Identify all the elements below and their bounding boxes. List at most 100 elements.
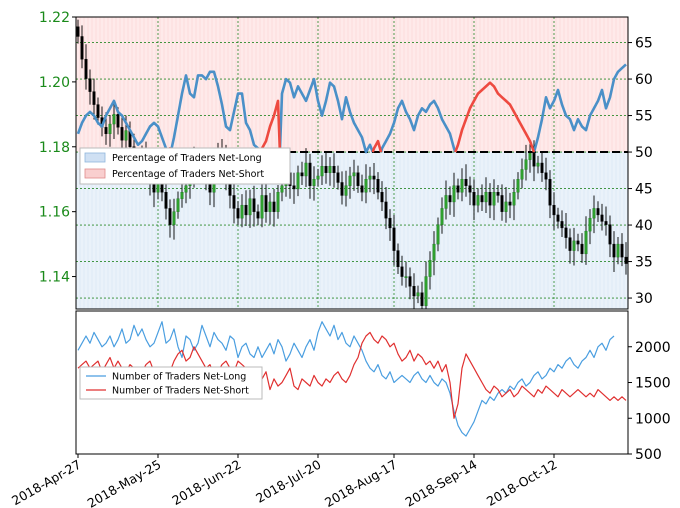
candle-body — [356, 172, 360, 186]
candle-body — [80, 36, 84, 60]
candle-body — [260, 195, 264, 219]
count-tick-label: 2000 — [635, 340, 671, 356]
date-tick-label: 2018-Sep-14 — [402, 457, 479, 508]
candle-body — [184, 185, 188, 193]
price-tick-label: 1.18 — [39, 140, 70, 156]
candle-body — [300, 172, 304, 177]
candle-body — [84, 58, 88, 79]
candle-body — [320, 166, 324, 177]
candle-body — [580, 243, 584, 255]
candle-body — [500, 195, 504, 212]
price-tick-label: 1.14 — [39, 270, 70, 286]
candle-body — [324, 166, 328, 173]
candle-body — [612, 243, 616, 258]
candle-body — [532, 153, 536, 167]
net-long-percentage-line — [379, 99, 457, 153]
percentage-tick-label: 60 — [635, 72, 653, 88]
net-short-percentage-line — [454, 81, 536, 153]
candle-body — [416, 292, 420, 297]
candle-body — [544, 172, 548, 180]
candle-body — [116, 114, 120, 128]
candle-body — [268, 201, 272, 212]
top-legend: Percentage of Traders Net-Long Percentag… — [79, 147, 291, 185]
candle-body — [340, 182, 344, 196]
candle-body — [380, 191, 384, 203]
candle-body — [164, 191, 168, 209]
price-tick-label: 1.20 — [39, 75, 70, 91]
candle-body — [248, 198, 252, 216]
candle-body — [448, 195, 452, 203]
candle-body — [444, 195, 448, 209]
candle-body — [472, 191, 476, 206]
date-tick-label: 2018-Oct-12 — [484, 457, 560, 508]
legend-swatch-net-short — [84, 168, 106, 179]
candle-body — [536, 162, 540, 167]
candle-body — [420, 292, 424, 306]
candle-body — [496, 191, 500, 196]
candle-body — [488, 191, 492, 206]
candle-body — [264, 195, 268, 212]
candle-body — [176, 198, 180, 212]
candle-body — [252, 198, 256, 212]
candle-body — [368, 175, 372, 180]
candle-body — [388, 217, 392, 229]
candle-body — [96, 104, 100, 118]
percentage-tick-label: 50 — [635, 145, 653, 161]
candle-body — [552, 204, 556, 216]
candle-body — [476, 195, 480, 206]
percentage-tick-label: 35 — [635, 255, 653, 271]
candle-body — [568, 237, 572, 251]
candle-body — [516, 179, 520, 193]
candle-body — [524, 159, 528, 170]
percentage-tick-label: 65 — [635, 36, 653, 52]
candle-body — [332, 166, 336, 173]
candle-body — [624, 256, 628, 264]
candle-body — [400, 266, 404, 277]
candle-body — [364, 179, 368, 193]
candle-body — [244, 204, 248, 216]
date-tick-label: 2018-Apr-27 — [9, 457, 83, 508]
candle-body — [424, 276, 428, 306]
percentage-tick-label: 45 — [635, 182, 653, 198]
net-long-count-line — [77, 321, 615, 437]
candle-body — [620, 243, 624, 258]
candle-body — [108, 123, 112, 134]
candle-body — [440, 208, 444, 225]
candle-body — [504, 201, 508, 212]
count-axis: 500 1000 1500 2000 — [628, 340, 671, 463]
candle-body — [240, 204, 244, 219]
legend-label-net-long: Percentage of Traders Net-Long — [112, 153, 262, 164]
candle-body — [604, 221, 608, 225]
price-axis: 1.14 1.16 1.18 1.20 1.22 — [39, 10, 76, 286]
date-tick-label: 2018-May-25 — [85, 457, 164, 508]
candle-body — [480, 195, 484, 203]
candle-body — [396, 250, 400, 268]
candle-body — [528, 153, 532, 160]
legend-label-net-short: Percentage of Traders Net-Short — [112, 169, 264, 180]
candle-body — [464, 179, 468, 186]
net-short-percentage-line — [371, 139, 383, 153]
candle-body — [608, 224, 612, 245]
legend-swatch-net-long — [84, 152, 106, 163]
candle-body — [384, 201, 388, 219]
candle-body — [492, 191, 496, 206]
candle-body — [120, 127, 124, 141]
percentage-lines — [76, 63, 627, 154]
candle-body — [436, 224, 440, 245]
candle-body — [172, 211, 176, 225]
candle-body — [280, 185, 284, 193]
candle-body — [629, 264, 632, 277]
net-long-percentage-line — [76, 99, 170, 153]
legend-label-count-long: Number of Traders Net-Long — [112, 372, 246, 383]
candle-body — [460, 179, 464, 193]
candle-body — [428, 260, 432, 277]
candle-body — [316, 175, 320, 180]
candle-body — [584, 230, 588, 255]
legend-label-count-short: Number of Traders Net-Short — [112, 386, 249, 397]
percentage-axis: 30 35 40 45 50 55 60 65 — [628, 36, 653, 307]
net-long-percentage-line — [532, 63, 627, 153]
candle-body — [404, 276, 408, 278]
net-long-percentage-line — [169, 70, 262, 153]
candle-body — [348, 175, 352, 186]
